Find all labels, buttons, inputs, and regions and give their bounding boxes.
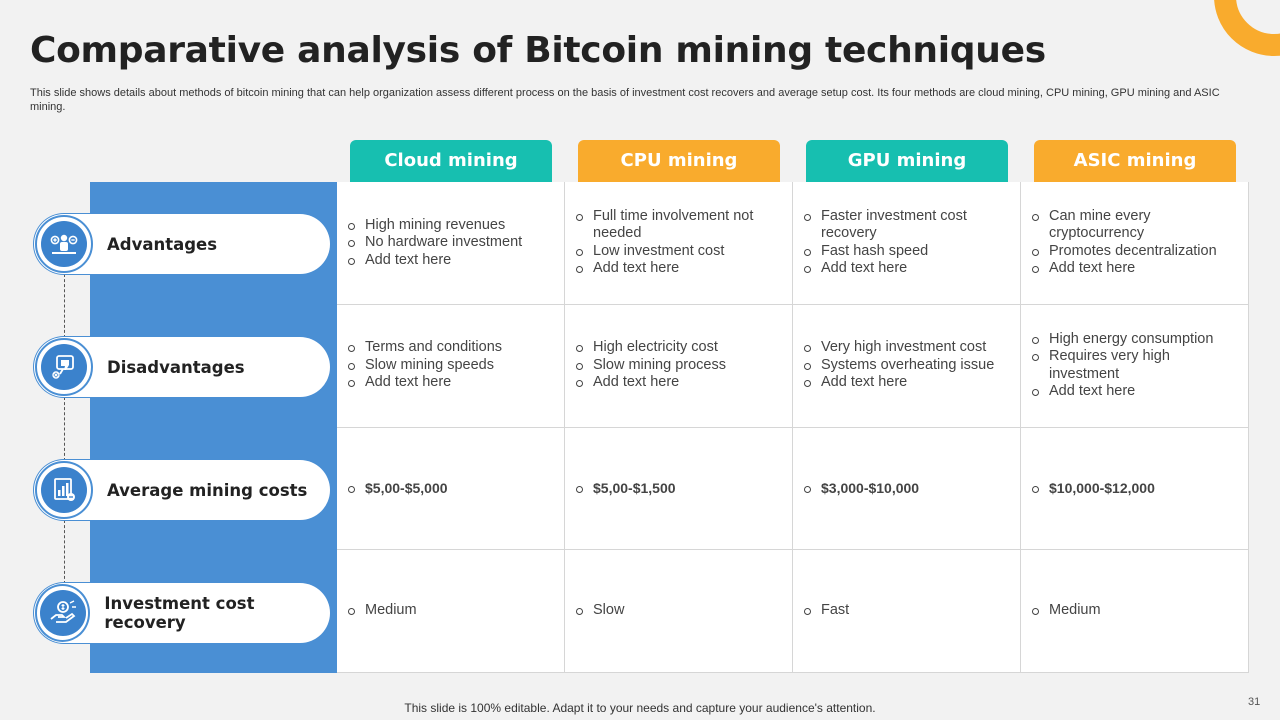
- table-cell: $5,00-$5,000: [337, 427, 565, 551]
- table-cell: Slow: [565, 550, 793, 673]
- table-cell: High electricity cost Slow mining proces…: [565, 304, 793, 428]
- table-cell: High energy consumption Requires very hi…: [1021, 304, 1249, 428]
- list-item: Add text here: [347, 374, 502, 392]
- column-header-gpu-mining: GPU mining: [806, 140, 1008, 188]
- hand-money-icon: [39, 590, 86, 636]
- table-cell: Very high investment cost Systems overhe…: [793, 304, 1021, 428]
- thumbs-down-icon: [41, 344, 87, 390]
- list-item: High mining revenues: [347, 217, 522, 235]
- list-item: Low investment cost: [575, 243, 782, 261]
- row-label-advantages: Advantages: [34, 214, 330, 274]
- list-item: Add text here: [575, 260, 782, 278]
- row-label-text: Investment cost recovery: [104, 594, 255, 632]
- row-label-text: Advantages: [107, 234, 218, 254]
- column-header-cpu-mining: CPU mining: [578, 140, 780, 188]
- column-header-label: ASIC mining: [1073, 150, 1197, 171]
- list-item: $5,00-$5,000: [347, 480, 448, 498]
- table-cell: $10,000-$12,000: [1021, 427, 1249, 551]
- list-item: Slow mining speeds: [347, 357, 502, 375]
- list-item: Terms and conditions: [347, 339, 502, 357]
- table-cell: Terms and conditions Slow mining speeds …: [337, 304, 565, 428]
- decorative-arc: [1214, 0, 1280, 56]
- icon-ring: [35, 338, 93, 396]
- list-item: Requires very high investment: [1031, 348, 1238, 383]
- list-item: Systems overheating issue: [803, 357, 994, 375]
- row-label-text: Average mining costs: [107, 480, 308, 500]
- list-item: Fast hash speed: [803, 243, 1010, 261]
- connector-line: [64, 520, 65, 584]
- list-item: Full time involvement not needed: [575, 208, 782, 243]
- column-header-cloud-mining: Cloud mining: [350, 140, 552, 188]
- table-cell: $3,000-$10,000: [793, 427, 1021, 551]
- list-item: High electricity cost: [575, 339, 726, 357]
- table-cell: Can mine every cryptocurrency Promotes d…: [1021, 182, 1249, 305]
- list-item: Slow mining process: [575, 357, 726, 375]
- list-item: Add text here: [803, 374, 994, 392]
- icon-ring: [35, 461, 93, 519]
- list-item: Medium: [347, 602, 417, 620]
- cost-chart-icon: [41, 467, 87, 513]
- column-header-label: Cloud mining: [384, 150, 518, 171]
- table-cell: $5,00-$1,500: [565, 427, 793, 551]
- list-item: $10,000-$12,000: [1031, 480, 1155, 498]
- table-cell: Faster investment cost recovery Fast has…: [793, 182, 1021, 305]
- list-item: Faster investment cost recovery: [803, 208, 1010, 243]
- list-item: Promotes decentralization: [1031, 243, 1238, 261]
- list-item: Add text here: [1031, 383, 1238, 401]
- list-item: Add text here: [347, 252, 522, 270]
- list-item: Add text here: [575, 374, 726, 392]
- group-balance-icon: [41, 221, 87, 267]
- list-item: $3,000-$10,000: [803, 480, 919, 498]
- list-item: Add text here: [803, 260, 1010, 278]
- list-item: Medium: [1031, 602, 1101, 620]
- list-item: Can mine every cryptocurrency: [1031, 208, 1238, 243]
- footer-note: This slide is 100% editable. Adapt it to…: [404, 701, 876, 715]
- slide-subtitle: This slide shows details about methods o…: [30, 87, 1220, 113]
- list-item: No hardware investment: [347, 234, 522, 252]
- icon-ring: [35, 215, 93, 273]
- row-label-investment-cost-recovery: Investment cost recovery: [34, 583, 330, 643]
- column-header-label: GPU mining: [847, 150, 967, 171]
- list-item: Very high investment cost: [803, 339, 994, 357]
- table-cell: Full time involvement not needed Low inv…: [565, 182, 793, 305]
- page-number: 31: [1248, 696, 1261, 708]
- slide-title: Comparative analysis of Bitcoin mining t…: [30, 30, 1046, 71]
- row-label-average-mining-costs: Average mining costs: [34, 460, 330, 520]
- row-label-disadvantages: Disadvantages: [34, 337, 330, 397]
- table-cell: Fast: [793, 550, 1021, 673]
- list-item: High energy consumption: [1031, 331, 1238, 349]
- list-item: Slow: [575, 602, 624, 620]
- connector-line: [64, 397, 65, 461]
- connector-line: [64, 274, 65, 338]
- list-item: Add text here: [1031, 260, 1238, 278]
- comparison-table: High mining revenues No hardware investm…: [337, 182, 1249, 673]
- column-header-asic-mining: ASIC mining: [1034, 140, 1236, 188]
- list-item: Fast: [803, 602, 849, 620]
- column-header-label: CPU mining: [620, 150, 738, 171]
- row-label-text: Disadvantages: [107, 357, 245, 377]
- table-cell: High mining revenues No hardware investm…: [337, 182, 565, 305]
- list-item: $5,00-$1,500: [575, 480, 676, 498]
- icon-ring: [35, 584, 91, 642]
- table-cell: Medium: [1021, 550, 1249, 673]
- table-cell: Medium: [337, 550, 565, 673]
